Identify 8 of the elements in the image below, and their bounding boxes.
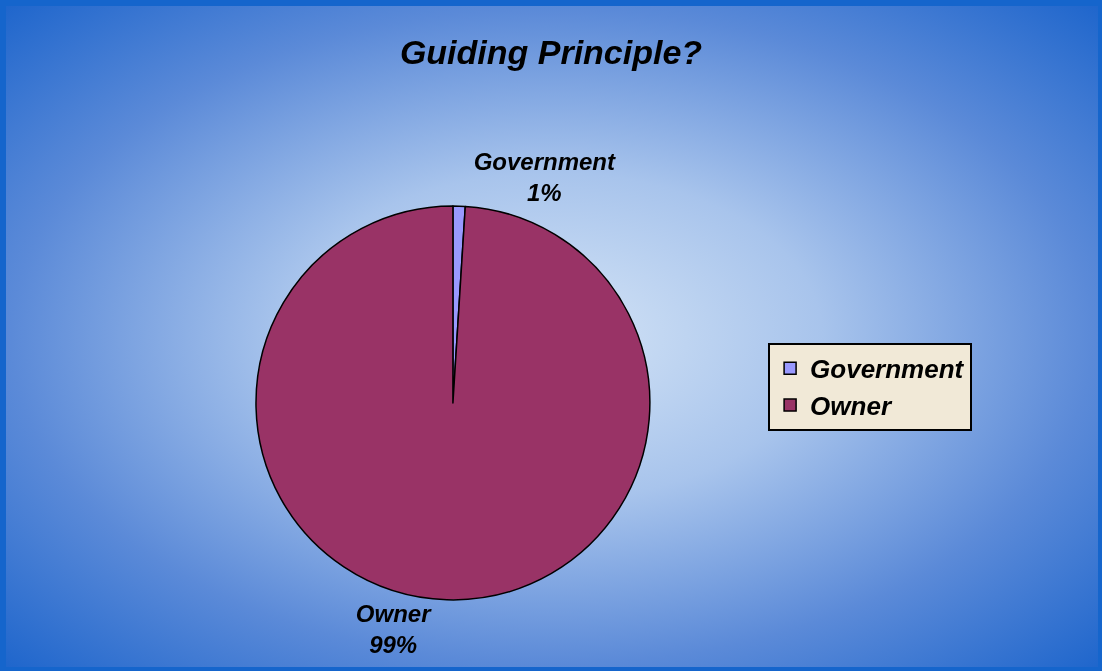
- pie-slice: [255, 205, 651, 601]
- chart-title: Guiding Principle?: [399, 33, 703, 72]
- slice-label: Owner: [355, 599, 433, 627]
- slice-label: Government: [473, 147, 617, 175]
- legend-label: Government: [810, 354, 965, 385]
- data-label: 99%: [369, 630, 418, 658]
- legend-label: Owner: [810, 391, 893, 422]
- data-label: 1%: [527, 179, 562, 207]
